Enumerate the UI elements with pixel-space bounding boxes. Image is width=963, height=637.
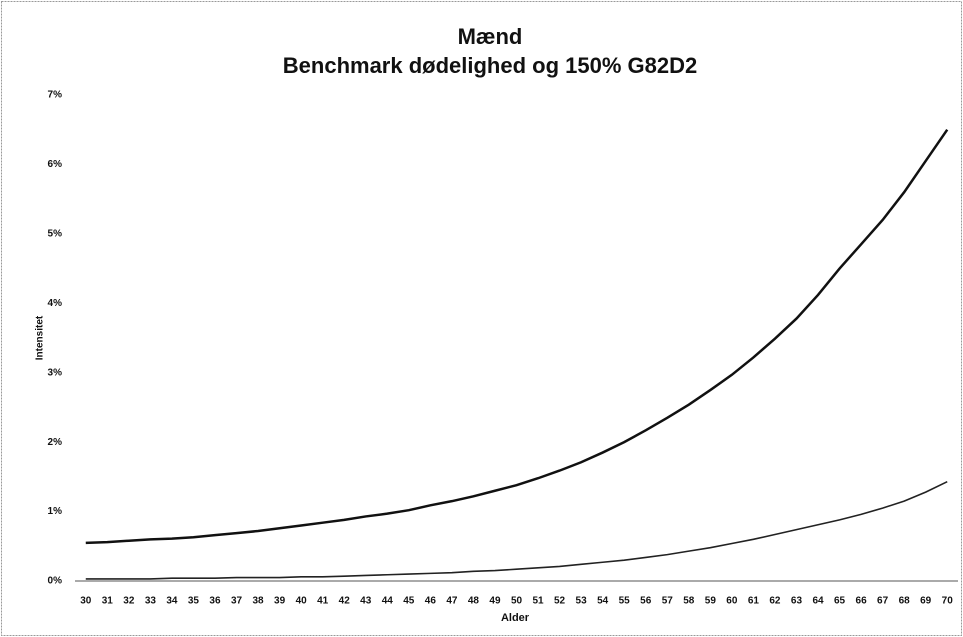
- x-tick-label: 67: [877, 596, 889, 607]
- y-tick-label: 1%: [48, 506, 63, 517]
- x-tick-label: 38: [252, 596, 264, 607]
- y-tick-label: 5%: [48, 228, 63, 239]
- x-tick-label: 53: [576, 596, 588, 607]
- x-tick-label: 35: [188, 596, 200, 607]
- chart-subtitle: Benchmark dødelighed og 150% G82D2: [283, 53, 697, 78]
- x-tick-label: 54: [597, 596, 609, 607]
- y-tick-label: 7%: [48, 90, 63, 101]
- x-tick-label: 34: [166, 596, 178, 607]
- x-tick-label: 64: [812, 596, 824, 607]
- x-tick-label: 41: [317, 596, 329, 607]
- x-tick-label: 59: [705, 596, 717, 607]
- x-tick-label: 68: [899, 596, 911, 607]
- y-tick-label: 0%: [48, 576, 63, 587]
- x-tick-label: 60: [726, 596, 738, 607]
- y-tick-label: 4%: [48, 298, 63, 309]
- x-tick-label: 66: [856, 596, 868, 607]
- x-tick-label: 61: [748, 596, 760, 607]
- x-tick-label: 37: [231, 596, 243, 607]
- x-tick-label: 51: [532, 596, 544, 607]
- x-tick-label: 55: [619, 596, 631, 607]
- x-tick-label: 40: [296, 596, 308, 607]
- chart-title: Mænd: [458, 24, 523, 49]
- line-series: [85, 129, 949, 545]
- x-tick-label: 39: [274, 596, 286, 607]
- line-series: [85, 480, 948, 580]
- y-tick-label: 3%: [48, 367, 63, 378]
- x-tick-label: 52: [554, 596, 566, 607]
- x-tick-label: 49: [489, 596, 501, 607]
- x-tick-label: 62: [769, 596, 781, 607]
- x-tick-label: 46: [425, 596, 437, 607]
- x-tick-label: 47: [446, 596, 458, 607]
- x-tick-label: 69: [920, 596, 932, 607]
- y-tick-label: 2%: [48, 437, 63, 448]
- x-tick-label: 30: [80, 596, 92, 607]
- x-tick-label: 33: [145, 596, 157, 607]
- x-tick-label: 48: [468, 596, 480, 607]
- x-tick-label: 36: [209, 596, 221, 607]
- x-tick-label: 32: [123, 596, 135, 607]
- y-tick-label: 6%: [48, 159, 63, 170]
- x-tick-label: 57: [662, 596, 674, 607]
- x-tick-label: 58: [683, 596, 695, 607]
- x-tick-label: 45: [403, 596, 415, 607]
- x-axis-label: Alder: [501, 612, 530, 624]
- x-tick-label: 44: [382, 596, 394, 607]
- x-tick-label: 56: [640, 596, 652, 607]
- x-tick-label: 65: [834, 596, 846, 607]
- x-tick-label: 63: [791, 596, 803, 607]
- x-tick-label: 70: [942, 596, 954, 607]
- x-tick-label: 50: [511, 596, 523, 607]
- x-tick-label: 31: [102, 596, 114, 607]
- x-tick-label: 42: [339, 596, 351, 607]
- x-tick-label: 43: [360, 596, 372, 607]
- y-axis-label: Intensitet: [35, 315, 46, 360]
